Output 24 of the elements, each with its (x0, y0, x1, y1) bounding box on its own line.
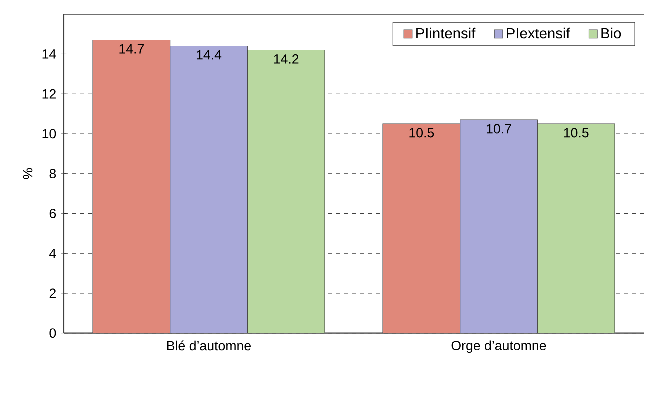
y-tick-label: 6 (50, 208, 56, 218)
bar (92, 40, 171, 334)
data-label: 10.5 (410, 128, 434, 138)
y-tick-label: 12 (42, 89, 56, 99)
y-tick-label: 4 (50, 248, 56, 258)
y-tick-label: 10 (42, 129, 56, 139)
data-label: 14.4 (197, 50, 222, 60)
legend-label: PIextensif (507, 28, 570, 39)
y-axis-title: % (23, 168, 33, 180)
data-label: 10.7 (487, 124, 512, 134)
y-tick-label: 8 (50, 169, 56, 179)
bar (382, 124, 461, 334)
legend-label: Bio (602, 28, 622, 39)
y-tick-label: 2 (50, 288, 56, 298)
data-label: 14.7 (120, 44, 144, 54)
data-label: 10.5 (564, 128, 589, 138)
legend-label: PIintensif (416, 28, 476, 39)
bar (247, 50, 326, 334)
x-tick-label: Blé d’automne (167, 340, 251, 351)
data-label: 14.2 (274, 54, 299, 64)
x-tick-label: Orge d’automne (452, 340, 546, 354)
bar (537, 124, 616, 334)
y-tick-label: 14 (42, 50, 56, 59)
y-tick-label: 0 (50, 328, 56, 338)
